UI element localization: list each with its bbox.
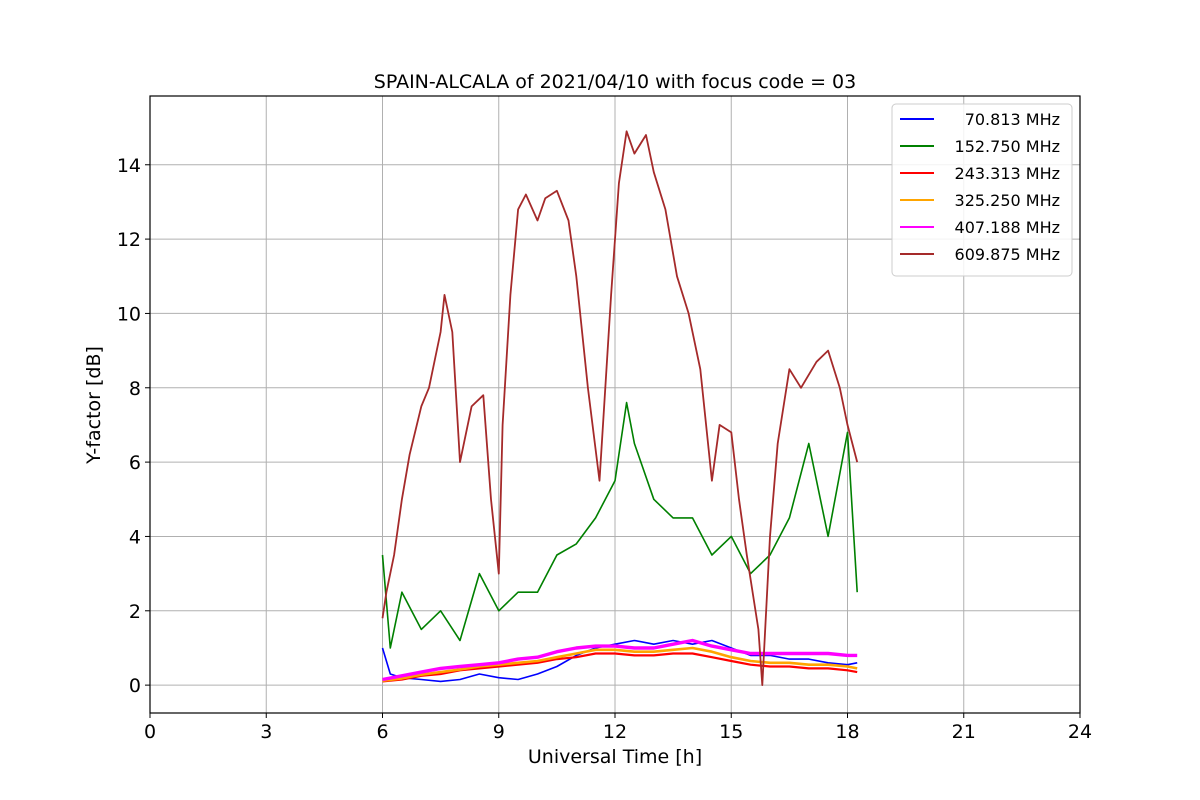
x-tick-label: 15 (719, 721, 743, 743)
y-tick-label: 10 (117, 303, 141, 325)
x-tick-label: 3 (260, 721, 272, 743)
series-line-6 (381, 130, 859, 686)
x-tick-label: 21 (952, 721, 976, 743)
legend-label: 325.250 MHz (955, 191, 1060, 210)
y-tick-label: 6 (129, 452, 141, 474)
series-line-4 (382, 646, 858, 682)
y-tick-label: 4 (129, 526, 141, 548)
x-tick-label: 12 (603, 721, 627, 743)
series-line-2 (381, 401, 858, 649)
y-tick-label: 14 (117, 155, 141, 177)
legend-label: 243.313 MHz (955, 164, 1060, 183)
chart-title: SPAIN-ALCALA of 2021/04/10 with focus co… (374, 71, 856, 93)
legend-label: 407.188 MHz (955, 218, 1060, 237)
x-tick-label: 6 (376, 721, 388, 743)
legend: 70.813 MHz 152.750 MHz 243.313 MHz 325.250 … (891, 103, 1073, 277)
x-ticks: 0 3 6 9 12 15 18 21 24 (144, 713, 1092, 743)
legend-label: 609.875 MHz (955, 245, 1060, 264)
y-tick-label: 2 (129, 601, 141, 623)
x-tick-label: 0 (144, 721, 156, 743)
x-axis-label: Universal Time [h] (528, 746, 702, 768)
legend-label: 152.750 MHz (955, 137, 1060, 156)
x-tick-label: 24 (1068, 721, 1092, 743)
y-tick-label: 12 (117, 229, 141, 251)
series-layer (381, 130, 859, 686)
legend-box (891, 103, 1073, 277)
x-tick-label: 18 (835, 721, 859, 743)
series-line-1 (381, 639, 858, 683)
legend-label: 70.813 MHz (965, 110, 1060, 129)
series-line-5 (382, 638, 858, 682)
y-ticks: 0 2 4 6 8 10 12 14 (117, 155, 150, 697)
y-axis-label: Y-factor [dB] (83, 346, 105, 465)
y-tick-label: 0 (129, 675, 141, 697)
x-tick-label: 9 (493, 721, 505, 743)
y-tick-label: 8 (129, 378, 141, 400)
